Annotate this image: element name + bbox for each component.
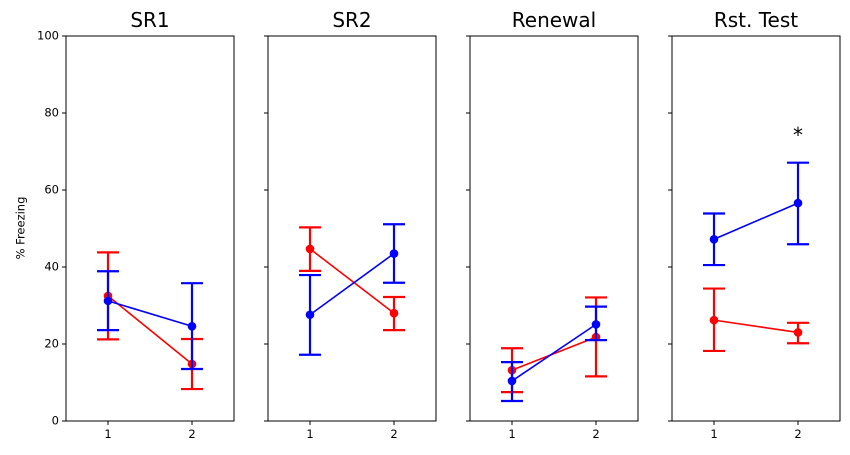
series-line	[511, 323, 597, 382]
series-line	[107, 295, 193, 365]
series-line	[713, 319, 799, 334]
data-point	[709, 234, 719, 244]
x-tick-label: 2	[794, 427, 801, 441]
x-tick-label: 1	[710, 427, 717, 441]
panel-3: Renewal 1 2	[466, 8, 639, 441]
data-point	[305, 244, 315, 254]
data-point	[389, 249, 399, 258]
plot-frame	[267, 35, 437, 422]
y-tick-label: 20	[44, 337, 59, 351]
series-line	[309, 248, 395, 314]
data-point	[793, 198, 803, 208]
data-point	[389, 308, 399, 318]
y-tick-label: 0	[52, 414, 59, 428]
series-2	[97, 270, 203, 371]
series-line	[107, 300, 193, 328]
panel-title: Rst. Test	[714, 8, 798, 32]
significance-marker: *	[793, 123, 803, 147]
x-tick-label: 1	[306, 427, 313, 441]
x-tick-label: 2	[188, 427, 195, 441]
y-tick-label: 40	[44, 260, 59, 274]
x-tick-label: 2	[390, 427, 397, 441]
y-tick-label: 100	[37, 29, 59, 43]
y-tick-label: 60	[44, 183, 59, 197]
x-tick-label: 1	[104, 427, 111, 441]
series-1	[703, 287, 809, 353]
panel-1: SR1 0 20 40 60 80 100 1 2	[37, 8, 235, 441]
plot-frame	[469, 35, 639, 422]
series-line	[713, 202, 799, 241]
panel-title: Renewal	[512, 8, 596, 32]
plot-frame	[671, 35, 841, 422]
panel-title: SR1	[130, 8, 169, 32]
data-point	[187, 321, 197, 331]
data-point	[507, 376, 517, 386]
y-axis-label: % Freezing	[14, 197, 28, 260]
data-point	[709, 315, 719, 325]
series-1	[299, 226, 405, 332]
panel-2: SR2 1 2	[264, 8, 437, 441]
series-2	[501, 305, 607, 403]
data-point	[591, 320, 601, 329]
y-tick-label: 80	[44, 106, 59, 120]
series-line	[309, 252, 395, 316]
plot-frame	[65, 35, 235, 422]
series-2	[299, 223, 405, 356]
x-tick-label: 1	[508, 427, 515, 441]
panel-title: SR2	[332, 8, 371, 32]
series-2	[703, 161, 809, 267]
x-tick-label: 2	[592, 427, 599, 441]
data-point	[103, 296, 113, 306]
data-point	[305, 310, 315, 320]
panel-4: Rst. Test 1 2 *	[668, 8, 841, 441]
data-point	[793, 328, 803, 337]
